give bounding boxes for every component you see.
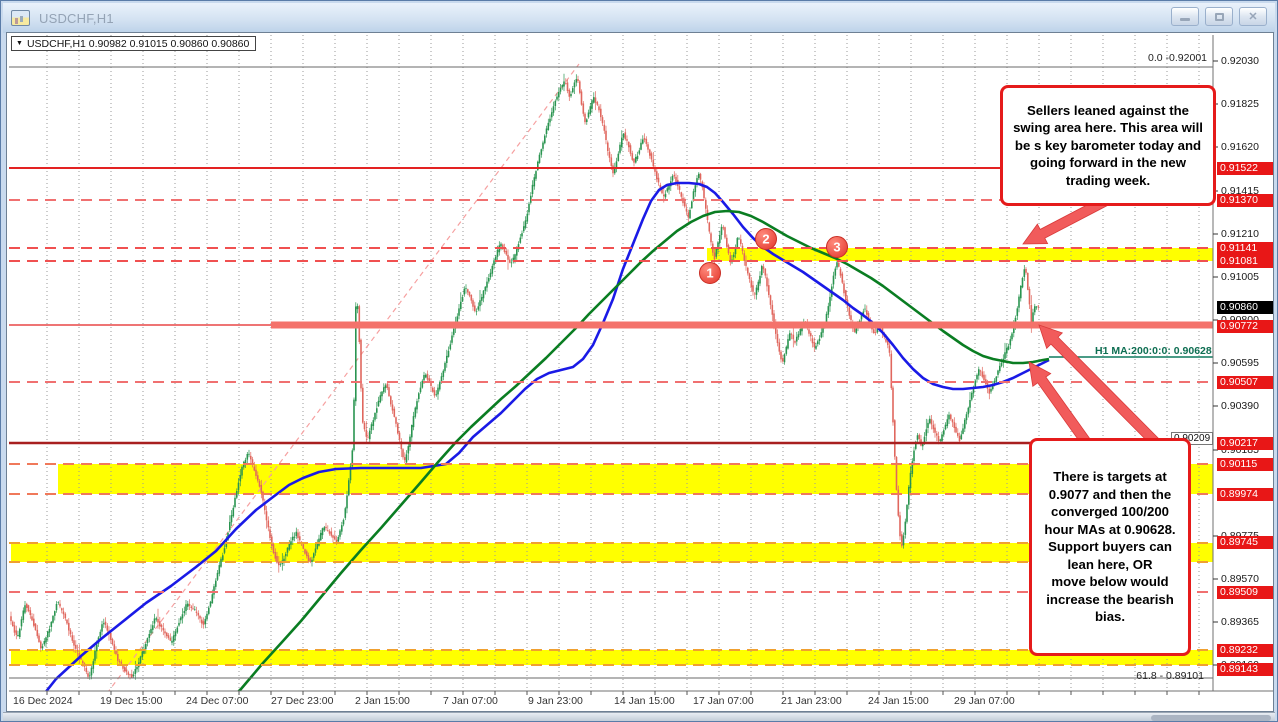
time-tick: 24 Jan 15:00 <box>868 695 929 707</box>
price-tick-0.91210: 0.91210 <box>1221 228 1259 240</box>
quote-text: USDCHF,H1 0.90982 0.91015 0.90860 0.9086… <box>26 37 250 50</box>
svg-text:3: 3 <box>833 240 840 255</box>
price-level-badge-0.89232: 0.89232 <box>1217 644 1273 657</box>
price-level-badge-0.90217: 0.90217 <box>1217 437 1273 450</box>
price-level-badge-0.90115: 0.90115 <box>1217 458 1273 471</box>
swing-marker-1: 1 <box>699 262 721 284</box>
swing-zone-band <box>58 464 1213 494</box>
time-tick: 2 Jan 15:00 <box>355 695 410 707</box>
swing-zone-band <box>11 650 1213 665</box>
fib-trendline <box>107 63 580 691</box>
svg-text:1: 1 <box>706 266 713 281</box>
annotation-arrow <box>1022 193 1114 245</box>
price-tick-0.89570: 0.89570 <box>1221 573 1259 585</box>
close-button[interactable]: ✕ <box>1239 7 1267 26</box>
annotation-sellers-swing-area[interactable]: Sellers leaned against the swing area he… <box>1000 85 1216 206</box>
time-tick: 17 Jan 07:00 <box>693 695 754 707</box>
fib-level-618-label: 61.8 - 0.89101 <box>1136 670 1204 682</box>
price-level-badge-0.91522: 0.91522 <box>1217 162 1273 175</box>
minimize-icon <box>1180 18 1190 21</box>
plot-layers <box>9 35 1213 691</box>
price-level-badge-0.91081: 0.91081 <box>1217 255 1273 268</box>
swing-marker-3: 3 <box>826 236 848 258</box>
status-bar <box>3 712 1275 721</box>
swing-marker-2: 2 <box>755 228 777 250</box>
annotation-targets-support[interactable]: There is targets at 0.9077 and then the … <box>1029 438 1191 656</box>
swing-zone-band <box>11 543 1213 562</box>
price-tick-0.92030: 0.92030 <box>1221 55 1259 67</box>
price-level-badge-0.90772: 0.90772 <box>1217 320 1273 333</box>
price-tick-0.89365: 0.89365 <box>1221 616 1259 628</box>
price-tick-0.90390: 0.90390 <box>1221 400 1259 412</box>
minimize-button[interactable] <box>1171 7 1199 26</box>
price-level-badge-0.89143: 0.89143 <box>1217 663 1273 676</box>
time-tick: 21 Jan 23:00 <box>781 695 842 707</box>
time-tick: 14 Jan 15:00 <box>614 695 675 707</box>
price-tick-0.91620: 0.91620 <box>1221 141 1259 153</box>
chart-window-icon <box>11 10 30 26</box>
window-controls: ✕ <box>1171 7 1267 26</box>
ma-200-value-label: H1 MA:200:0:0: 0.90628 <box>1095 345 1212 357</box>
price-tick-0.90595: 0.90595 <box>1221 357 1259 369</box>
svg-text:2: 2 <box>762 232 769 247</box>
time-tick: 27 Dec 23:00 <box>271 695 334 707</box>
price-level-badge-0.89974: 0.89974 <box>1217 488 1273 501</box>
bull-candle-bodies <box>17 79 1038 677</box>
price-tick-0.91005: 0.91005 <box>1221 271 1259 283</box>
fib-level-0-label: 0.0 -0.92001 <box>1148 52 1207 64</box>
current-price-badge: 0.90860 <box>1217 301 1273 314</box>
price-level-badge-0.90507: 0.90507 <box>1217 376 1273 389</box>
annotation-arrow <box>1038 324 1171 458</box>
restore-button[interactable] <box>1205 7 1233 26</box>
quote-dropdown-icon[interactable]: ▼ <box>16 40 23 47</box>
price-level-badge-0.89745: 0.89745 <box>1217 536 1273 549</box>
price-tick-0.91825: 0.91825 <box>1221 98 1259 110</box>
restore-icon <box>1214 12 1224 21</box>
price-level-badge-0.91141: 0.91141 <box>1217 242 1273 255</box>
window-title: USDCHF,H1 <box>39 10 114 26</box>
price-level-badge-0.89509: 0.89509 <box>1217 586 1273 599</box>
quote-box[interactable]: ▼ USDCHF,H1 0.90982 0.91015 0.90860 0.90… <box>11 36 257 51</box>
time-tick: 24 Dec 07:00 <box>186 695 249 707</box>
ma-200-hour-line <box>237 209 1050 691</box>
ma-100-hour-line <box>44 181 1050 691</box>
time-tick: 29 Jan 07:00 <box>954 695 1015 707</box>
time-tick: 16 Dec 2024 <box>13 695 73 707</box>
status-bar-handle[interactable] <box>1151 715 1271 721</box>
price-level-badge-0.91370: 0.91370 <box>1217 194 1273 207</box>
time-tick: 7 Jan 07:00 <box>443 695 498 707</box>
time-tick: 19 Dec 15:00 <box>100 695 163 707</box>
time-tick: 9 Jan 23:00 <box>528 695 583 707</box>
window-titlebar[interactable]: USDCHF,H1 ✕ <box>3 3 1275 33</box>
